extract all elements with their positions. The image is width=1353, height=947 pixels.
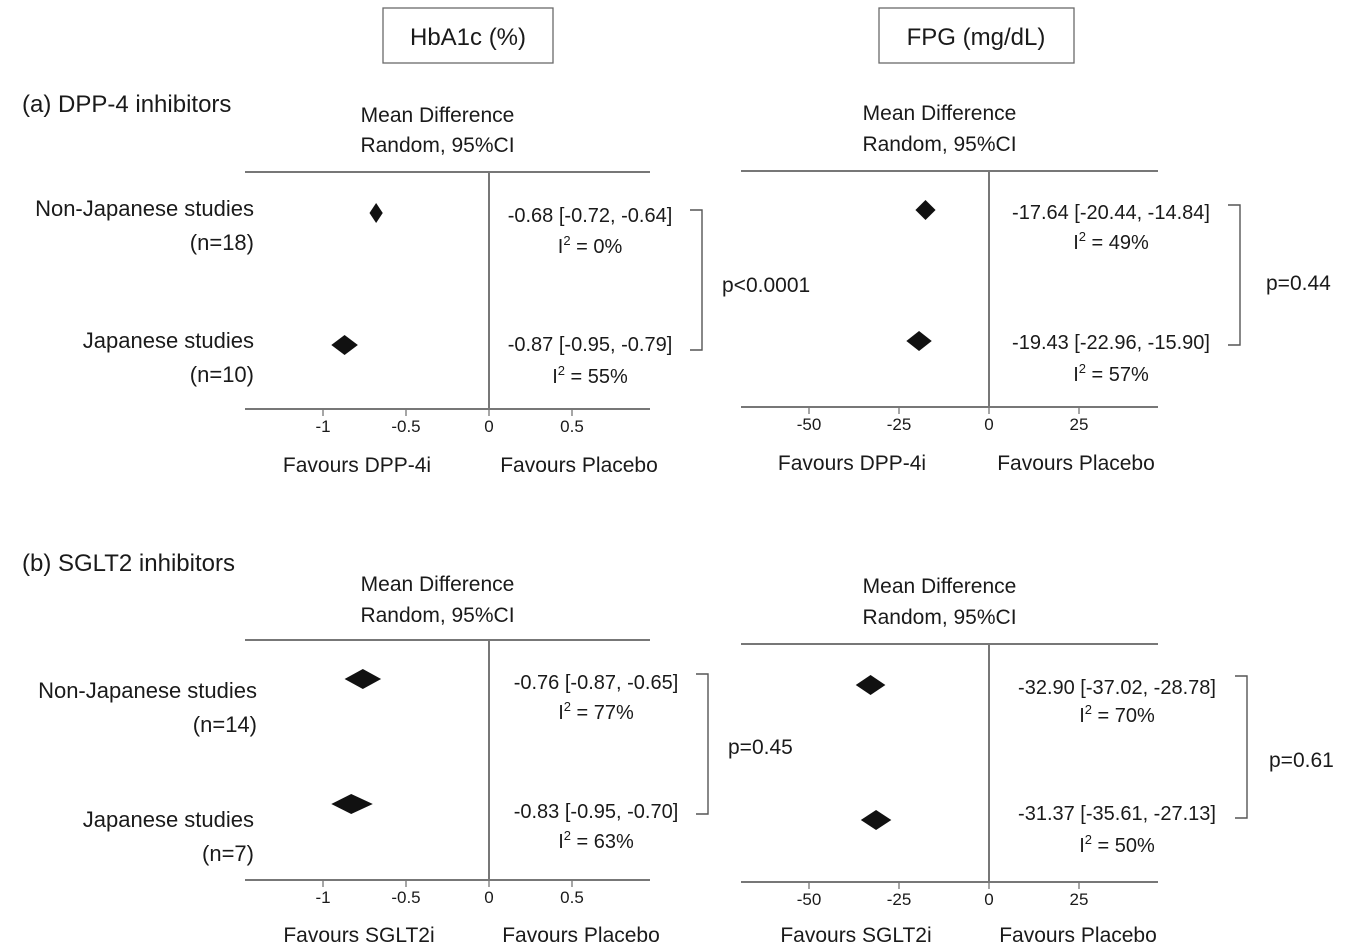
favours-left-label: Favours SGLT2i <box>780 924 931 947</box>
heterogeneity-text: I2 = 63% <box>558 828 634 853</box>
heterogeneity-text: I2 = 57% <box>1073 361 1149 386</box>
favours-right-label: Favours Placebo <box>502 924 660 947</box>
x-tick-label: 0 <box>984 415 993 434</box>
panel-title-line: Mean Difference <box>863 575 1017 598</box>
pooled-estimate-diamond <box>331 335 358 355</box>
row-n-sglt2-japanese: (n=7) <box>202 841 254 866</box>
ci-text: -19.43 [-22.96, -15.90] <box>1012 332 1210 354</box>
favours-left-label: Favours SGLT2i <box>283 924 434 947</box>
heterogeneity-text: I2 = 77% <box>558 699 634 724</box>
pooled-estimate-diamond <box>855 675 886 695</box>
panel-title-line: Random, 95%CI <box>862 606 1016 629</box>
panel-title-line: Random, 95%CI <box>862 133 1016 156</box>
x-tick-label: 0 <box>484 417 493 436</box>
p-value: p<0.0001 <box>722 274 810 297</box>
hba1c-header: HbA1c (%) <box>410 24 526 51</box>
ci-text: -0.68 [-0.72, -0.64] <box>508 205 673 227</box>
forest-panel-4: Mean Difference Random, 95%CI -50 -25 0 25 Fav… <box>741 575 1334 947</box>
favours-right-label: Favours Placebo <box>997 452 1155 475</box>
row-label-sglt2-japanese: Japanese studies <box>83 807 254 832</box>
ci-text: -0.87 [-0.95, -0.79] <box>508 334 673 356</box>
forest-panel-1: Mean Difference Random, 95%CI -1 -0.5 0 0.5 Fa… <box>245 104 810 477</box>
x-tick-label: 25 <box>1070 415 1089 434</box>
row-n-dpp4-nonjapanese: (n=18) <box>190 230 254 255</box>
comparison-bracket <box>1235 675 1248 819</box>
hba1c-header-box <box>382 7 554 64</box>
x-tick-label: 0.5 <box>560 417 584 436</box>
row-label-dpp4-nonjapanese: Non-Japanese studies <box>35 196 254 221</box>
x-tick-label: -1 <box>315 417 330 436</box>
comparison-bracket <box>696 673 709 815</box>
x-tick-label: 0.5 <box>560 888 584 907</box>
x-tick-label: -50 <box>797 890 822 909</box>
forest-panel-2: Mean Difference Random, 95%CI -50 -25 0 25 Fav… <box>741 102 1331 475</box>
panel-title-line: Random, 95%CI <box>360 134 514 157</box>
panel-title-line: Mean Difference <box>361 104 515 127</box>
heterogeneity-text: I2 = 70% <box>1079 702 1155 727</box>
row-label-sglt2-nonjapanese: Non-Japanese studies <box>38 678 257 703</box>
section-label-sglt2: (b) SGLT2 inhibitors <box>22 550 235 577</box>
row-n-dpp4-japanese: (n=10) <box>190 362 254 387</box>
pooled-estimate-diamond <box>906 331 932 351</box>
ci-text: -0.83 [-0.95, -0.70] <box>514 801 679 823</box>
favours-left-label: Favours DPP-4i <box>778 452 926 475</box>
panel-title-line: Mean Difference <box>361 573 515 596</box>
pooled-estimate-diamond <box>369 203 383 223</box>
row-n-sglt2-nonjapanese: (n=14) <box>193 712 257 737</box>
fpg-header: FPG (mg/dL) <box>907 24 1046 51</box>
ci-text: -0.76 [-0.87, -0.65] <box>514 672 679 694</box>
p-value: p=0.45 <box>728 736 793 759</box>
x-tick-label: 0 <box>984 890 993 909</box>
p-value: p=0.61 <box>1269 749 1334 772</box>
x-tick-label: -0.5 <box>391 888 420 907</box>
heterogeneity-text: I2 = 0% <box>558 233 623 258</box>
favours-right-label: Favours Placebo <box>500 454 658 477</box>
pooled-estimate-diamond <box>860 810 892 830</box>
pooled-estimate-diamond <box>331 794 373 814</box>
pooled-estimate-diamond <box>344 669 382 689</box>
x-tick-label: -25 <box>887 415 912 434</box>
row-label-dpp4-japanese: Japanese studies <box>83 328 254 353</box>
favours-right-label: Favours Placebo <box>999 924 1157 947</box>
x-tick-label: 0 <box>484 888 493 907</box>
panel-title-line: Random, 95%CI <box>360 604 514 627</box>
panel-title-line: Mean Difference <box>863 102 1017 125</box>
x-tick-label: -25 <box>887 890 912 909</box>
heterogeneity-text: I2 = 50% <box>1079 832 1155 857</box>
favours-left-label: Favours DPP-4i <box>283 454 431 477</box>
comparison-bracket <box>1228 204 1241 346</box>
comparison-bracket <box>690 209 703 351</box>
forest-panel-3: Mean Difference Random, 95%CI -1 -0.5 0 0.5 Fa… <box>245 573 793 947</box>
x-tick-label: -1 <box>315 888 330 907</box>
ci-text: -17.64 [-20.44, -14.84] <box>1012 202 1210 224</box>
x-tick-label: 25 <box>1070 890 1089 909</box>
x-tick-label: -0.5 <box>391 417 420 436</box>
x-tick-label: -50 <box>797 415 822 434</box>
p-value: p=0.44 <box>1266 272 1331 295</box>
pooled-estimate-diamond <box>915 200 936 220</box>
heterogeneity-text: I2 = 49% <box>1073 229 1149 254</box>
ci-text: -31.37 [-35.61, -27.13] <box>1018 803 1216 825</box>
ci-text: -32.90 [-37.02, -28.78] <box>1018 677 1216 699</box>
section-label-dpp4: (a) DPP-4 inhibitors <box>22 91 231 118</box>
heterogeneity-text: I2 = 55% <box>552 363 628 388</box>
fpg-header-box <box>878 7 1075 64</box>
